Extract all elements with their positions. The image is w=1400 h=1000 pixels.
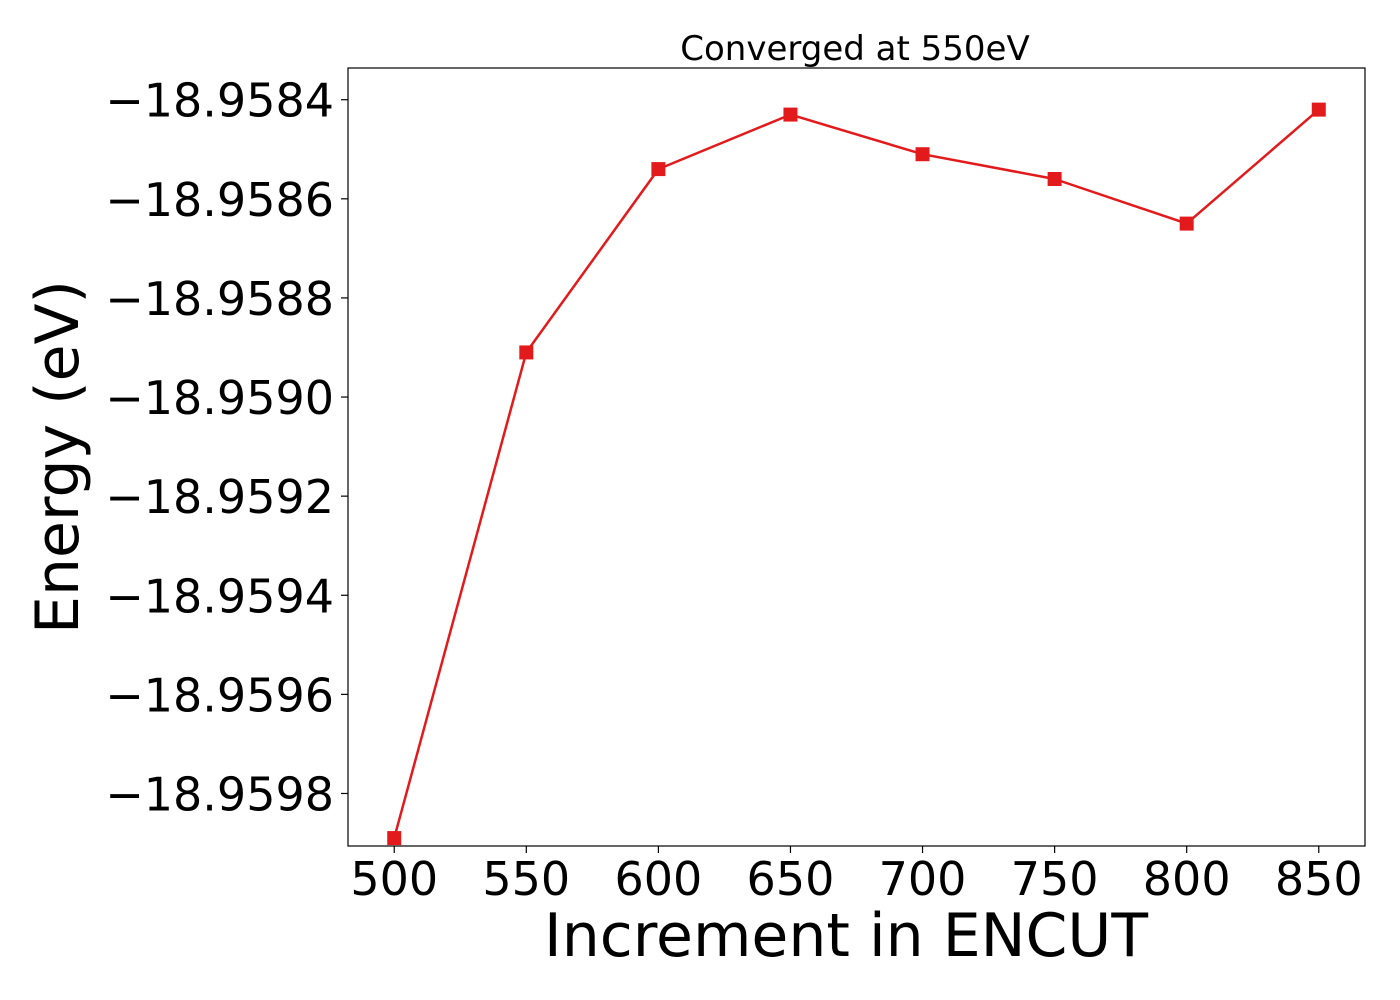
x-axis-label: Increment in ENCUT [544, 901, 1148, 971]
y-tick-label: −18.9596 [105, 668, 334, 722]
y-tick-label: −18.9590 [105, 371, 334, 425]
data-point-marker [915, 147, 930, 162]
plot-area: 500 550 600 650 700 750 800 850 −18.9598 −18.9596… [105, 67, 1366, 906]
data-point-marker [519, 345, 534, 360]
x-tick-label: 750 [1011, 852, 1099, 906]
plot-frame [347, 67, 1366, 847]
y-axis-label: Energy (eV) [23, 280, 93, 634]
data-point-marker [783, 107, 798, 122]
x-tick-label: 700 [879, 852, 967, 906]
chart-title: Converged at 550eV [680, 29, 1029, 69]
y-tick-label: −18.9594 [105, 569, 334, 623]
x-tick-label: 800 [1143, 852, 1231, 906]
series-line [392, 108, 1320, 839]
y-tick-label: −18.9592 [105, 470, 334, 524]
y-tick-label: −18.9584 [105, 74, 334, 128]
data-point-marker [387, 831, 402, 846]
data-point-marker [1179, 216, 1194, 231]
data-point-marker [1311, 102, 1326, 117]
x-tick-label: 500 [350, 852, 438, 906]
x-tick-label: 550 [482, 852, 570, 906]
y-tick-label: −18.9598 [105, 767, 334, 821]
x-tick-label: 850 [1275, 852, 1363, 906]
data-point-marker [651, 162, 666, 177]
x-tick-label: 600 [614, 852, 702, 906]
data-point-marker [1047, 172, 1062, 187]
y-tick-label: −18.9588 [105, 272, 334, 326]
y-tick-label: −18.9586 [105, 173, 334, 227]
x-tick-label: 650 [747, 852, 835, 906]
